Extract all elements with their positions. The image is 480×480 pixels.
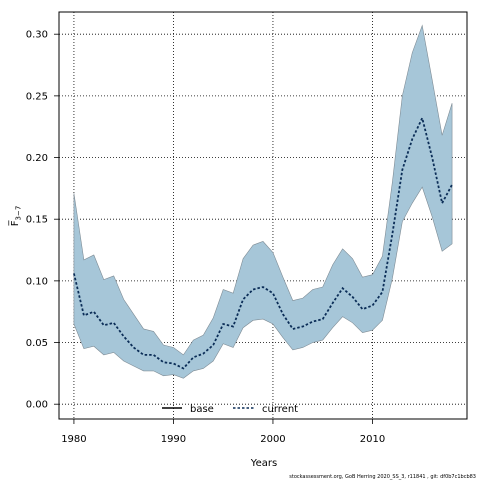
y-tick-label: 0.00	[26, 400, 48, 411]
y-axis-label: F̅3−7	[8, 206, 22, 227]
x-tick-label: 2010	[360, 434, 385, 445]
y-tick-label: 0.05	[26, 338, 48, 349]
y-tick-label: 0.10	[26, 276, 48, 287]
legend: base current	[162, 404, 298, 415]
series-line-current	[73, 115, 453, 370]
legend-label-base: base	[190, 404, 214, 415]
y-tick-label: 0.25	[26, 91, 48, 102]
x-tick-label: 2000	[260, 434, 285, 445]
y-tick-label: 0.20	[26, 153, 48, 164]
x-tick-label: 1980	[61, 434, 86, 445]
y-axis-label-sub: 3−7	[15, 206, 23, 221]
y-axis-ticks: 0.00 0.05 0.10 0.15 0.20 0.25 0.30	[26, 30, 59, 411]
legend-label-current: current	[262, 404, 298, 415]
x-axis-ticks: 1980 1990 2000 2010	[61, 419, 385, 445]
x-axis-label: Years	[250, 458, 277, 469]
footer-caption: stockassessment.org, GoB Herring 2020_SS…	[289, 474, 476, 480]
y-axis-label-main: F̅	[8, 220, 21, 227]
svg-text:F̅3−7: F̅3−7	[8, 206, 22, 227]
confidence-band	[73, 24, 453, 379]
y-tick-label: 0.15	[26, 215, 48, 226]
x-tick-label: 1990	[161, 434, 186, 445]
plot-frame	[58, 11, 468, 420]
y-tick-label: 0.30	[26, 30, 48, 41]
